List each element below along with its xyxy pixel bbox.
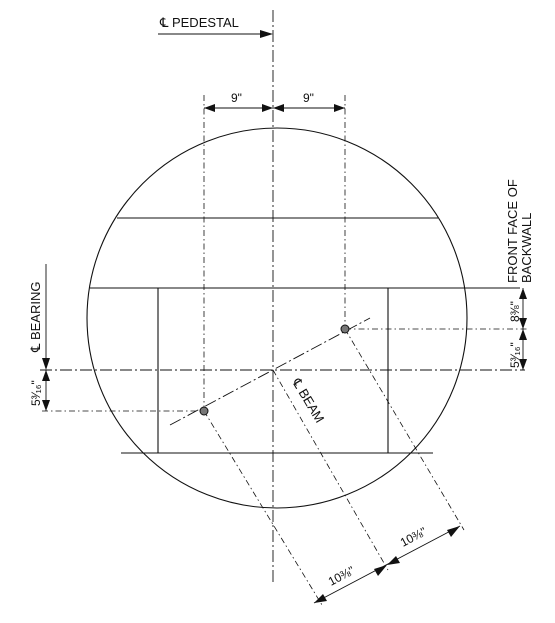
dim-left-vert-label: 5³⁄₁₆" — [29, 380, 43, 406]
beam-diag-ext — [272, 369, 389, 571]
dim-right-lower-arrow-b — [519, 359, 527, 370]
dim-9-right-arrow-l — [273, 104, 284, 112]
bearing-leader-arrow — [42, 358, 50, 370]
dim-9-left-arrow-l — [204, 104, 215, 112]
bolt-right — [340, 324, 350, 334]
left-bolt-diag-ext — [203, 410, 323, 606]
right-bolt-diag-ext — [344, 328, 465, 531]
dim-right-lower-label: 5³⁄₁₆" — [508, 342, 522, 368]
dim-9-left-arrow-r — [262, 104, 273, 112]
dim-diag-upper-arrow-r — [447, 526, 460, 537]
dim-diag-lower-label: 10⅜" — [326, 563, 357, 588]
dim-diag-upper-label: 10⅜" — [398, 524, 429, 549]
pedestal-leader-arrow — [260, 30, 273, 38]
detail-circle — [86, 127, 468, 509]
dim-left-vert-arrow-b — [42, 400, 50, 411]
front-face-label-1: FRONT FACE OF — [505, 179, 520, 283]
dim-9-right-label: 9" — [303, 91, 314, 105]
dim-9-right-arrow-r — [334, 104, 345, 112]
dim-diag-lower-arrow-r — [374, 565, 387, 576]
dim-right-lower-arrow-t — [519, 329, 527, 340]
dim-right-upper-label: 8⅜" — [508, 301, 522, 322]
bolt-left — [199, 406, 209, 416]
dim-diag-line — [313, 525, 461, 604]
front-face-label-2: BACKWALL — [519, 213, 534, 283]
bearing-label: ℄ BEARING — [28, 282, 43, 353]
beam-centerline — [169, 317, 371, 426]
beam-label: ℄ BEAM — [289, 375, 328, 425]
dim-diag-lower-arrow-l — [314, 594, 327, 603]
pedestal-label: ℄ PEDESTAL — [159, 15, 239, 30]
dim-left-vert-arrow-t — [42, 370, 50, 381]
dim-9-left-label: 9" — [231, 91, 242, 105]
dim-diag-upper-arrow-l — [387, 556, 400, 565]
dim-right-upper-arrow-t — [519, 288, 527, 299]
dim-right-upper-arrow-b — [519, 318, 527, 329]
